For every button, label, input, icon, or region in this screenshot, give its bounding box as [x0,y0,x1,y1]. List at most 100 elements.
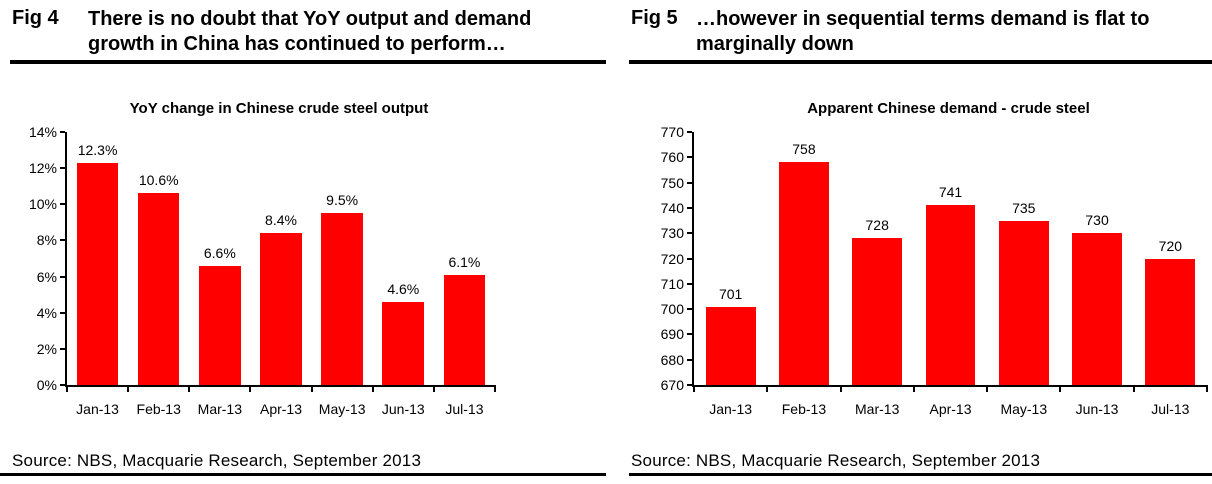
y-axis-tick-label: 10% [28,196,57,213]
y-axis-tick-label: 6% [36,268,57,285]
figure-5-panel: Fig 5 …however in sequential terms deman… [606,0,1212,484]
bar-value-label: 701 [718,285,743,302]
x-axis-tick-mark [693,385,695,392]
footer-divider [629,473,1212,476]
x-axis-category-label: Apr-13 [929,401,972,417]
figure-5-title-line-2: marginally down [696,33,854,55]
bar [76,162,119,385]
bar [260,233,302,385]
footer-divider [0,473,606,476]
bar-value-label: 730 [1085,212,1109,229]
chart-title: YoY change in Chinese crude steel output [129,100,429,117]
chart-title: Apparent Chinese demand - crude steel [807,100,1090,117]
bar-value-label: 728 [865,217,889,234]
bar [321,213,363,385]
bar [199,265,241,385]
figure-4-panel: Fig 4 There is no doubt that YoY output … [0,7,606,476]
bar [852,238,903,385]
x-axis-category-label: Jul-13 [445,401,484,417]
bar-value-label: 720 [1158,237,1183,254]
x-axis-category-label: Mar-13 [197,401,243,417]
bar-value-label: 6.1% [448,253,481,270]
figure-4-title: There is no doubt that YoY output and de… [88,7,531,57]
x-axis-category-label: Jul-13 [1151,401,1190,417]
x-axis-tick-mark [127,385,130,392]
y-axis-tick-mark [687,333,692,336]
x-axis-tick-mark [494,385,496,392]
y-axis-tick-label: 2% [36,340,57,357]
bar-value-label: 8.4% [265,212,297,229]
x-axis-category-label: Jan-13 [709,401,753,417]
x-axis-tick-mark [766,385,769,392]
y-axis-tick-mark [60,167,65,170]
y-axis-tick-label: 4% [36,304,57,321]
bar [925,205,976,385]
x-axis-category-label: Feb-13 [136,401,181,417]
figure-5-label: Fig 5 [631,7,678,29]
y-axis-tick-mark [60,131,65,133]
x-axis-category-label: May-13 [1000,401,1048,417]
figure-4-label: Fig 4 [12,7,59,29]
x-axis-tick-mark [432,385,435,392]
y-axis-tick-mark [687,257,692,260]
y-axis-tick-label: 770 [660,124,684,140]
y-axis-tick-mark [687,131,692,133]
y-axis-tick-label: 710 [660,275,684,292]
y-axis-tick-mark [60,311,65,314]
source-note: Source: NBS, Macquarie Research, Septemb… [631,451,1041,470]
header-divider [10,60,606,64]
x-axis-category-label: Feb-13 [781,401,827,417]
y-axis-tick-mark [687,282,692,285]
bar [705,306,756,385]
y-axis-tick-label: 8% [36,232,57,249]
y-axis-tick-label: 760 [660,149,684,166]
y-axis-tick-label: 730 [660,225,684,242]
bar [382,301,425,385]
y-axis-tick-mark [60,384,65,386]
header-divider [629,60,1212,64]
figure-5-title-line-1: …however in sequential terms demand is f… [696,8,1150,30]
y-axis-tick-label: 0% [36,377,57,393]
bar [779,162,829,385]
y-axis-tick-mark [687,181,692,184]
y-axis-tick-mark [60,275,65,278]
source-note: Source: NBS, Macquarie Research, Septemb… [12,451,422,470]
bar [1145,258,1196,385]
y-axis-tick-label: 12% [28,160,57,177]
y-axis-tick-mark [60,347,65,350]
bar [998,220,1049,385]
bar-value-label: 9.5% [326,192,359,209]
y-axis-tick-label: 670 [660,377,684,393]
y-axis-tick-label: 680 [660,351,684,368]
x-axis-category-label: Jan-13 [76,401,119,417]
x-axis-tick-mark [371,385,374,392]
x-axis-tick-mark [912,385,915,392]
y-axis-tick-label: 690 [660,326,684,343]
figure-5-title: …however in sequential terms demand is f… [696,7,1149,57]
x-axis-tick-mark [839,385,842,392]
yoy-crude-steel-output-bar-chart: 0% 2% 4% 6% 8% 10% 12% 14% 12.3% Jan-13 10.6% Feb-1… [29,124,496,417]
bar [1072,233,1122,385]
y-axis-tick-mark [687,308,692,311]
x-axis-category-label: Jun-13 [381,401,425,417]
figure-4-title-line-1: There is no doubt that YoY output and de… [88,8,532,30]
y-axis-tick-mark [687,206,692,209]
bar-value-label: 4.6% [387,280,420,297]
y-axis-tick-mark [687,156,692,159]
y-axis-tick-mark [687,384,692,386]
x-axis-tick-mark [249,385,252,392]
y-axis-tick-label: 750 [660,174,684,191]
x-axis-tick-mark [310,385,313,392]
y-axis-tick-mark [60,203,65,206]
bar-value-label: 10.6% [138,172,179,189]
x-axis-tick-mark [1132,385,1135,392]
x-axis-tick-mark [986,385,989,392]
x-axis-tick-mark [188,385,191,392]
y-axis-tick-mark [60,239,65,242]
x-axis-category-label: Jun-13 [1075,401,1119,417]
bar-value-label: 741 [938,184,963,201]
bar [137,193,180,385]
bar [443,274,486,385]
x-axis-category-label: Apr-13 [259,401,303,417]
x-axis-category-label: Mar-13 [855,401,900,417]
